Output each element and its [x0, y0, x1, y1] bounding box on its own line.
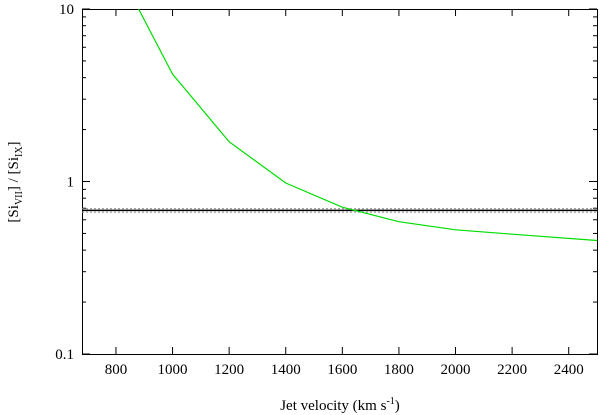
x-tick-label: 1200: [214, 362, 244, 378]
x-tick-label: 2200: [497, 362, 527, 378]
series-group: [138, 9, 597, 242]
plot-frame: [82, 9, 598, 355]
y-tick-label: 10: [59, 2, 74, 18]
x-tick-label: 2000: [441, 362, 471, 378]
x-tick-label: 1800: [384, 362, 414, 378]
x-tick-label: 1400: [271, 362, 301, 378]
series-line: [138, 9, 597, 242]
x-tick-label: 1000: [158, 362, 188, 378]
reference-lines: [82, 208, 597, 213]
y-tick-label: 0.1: [55, 347, 74, 363]
x-tick-label: 1600: [327, 362, 357, 378]
x-axis-label: Jet velocity (km s-1): [280, 396, 400, 414]
ticks: 800 1000 1200 1400 1600 1800 2000 2200 2400 0.1 1 1…: [55, 2, 597, 378]
y-tick-label: 1: [67, 175, 75, 191]
x-tick-label: 800: [105, 362, 128, 378]
y-axis-label: [SiVII] / [SiIX]: [6, 141, 25, 222]
x-tick-label: 2400: [554, 362, 584, 378]
